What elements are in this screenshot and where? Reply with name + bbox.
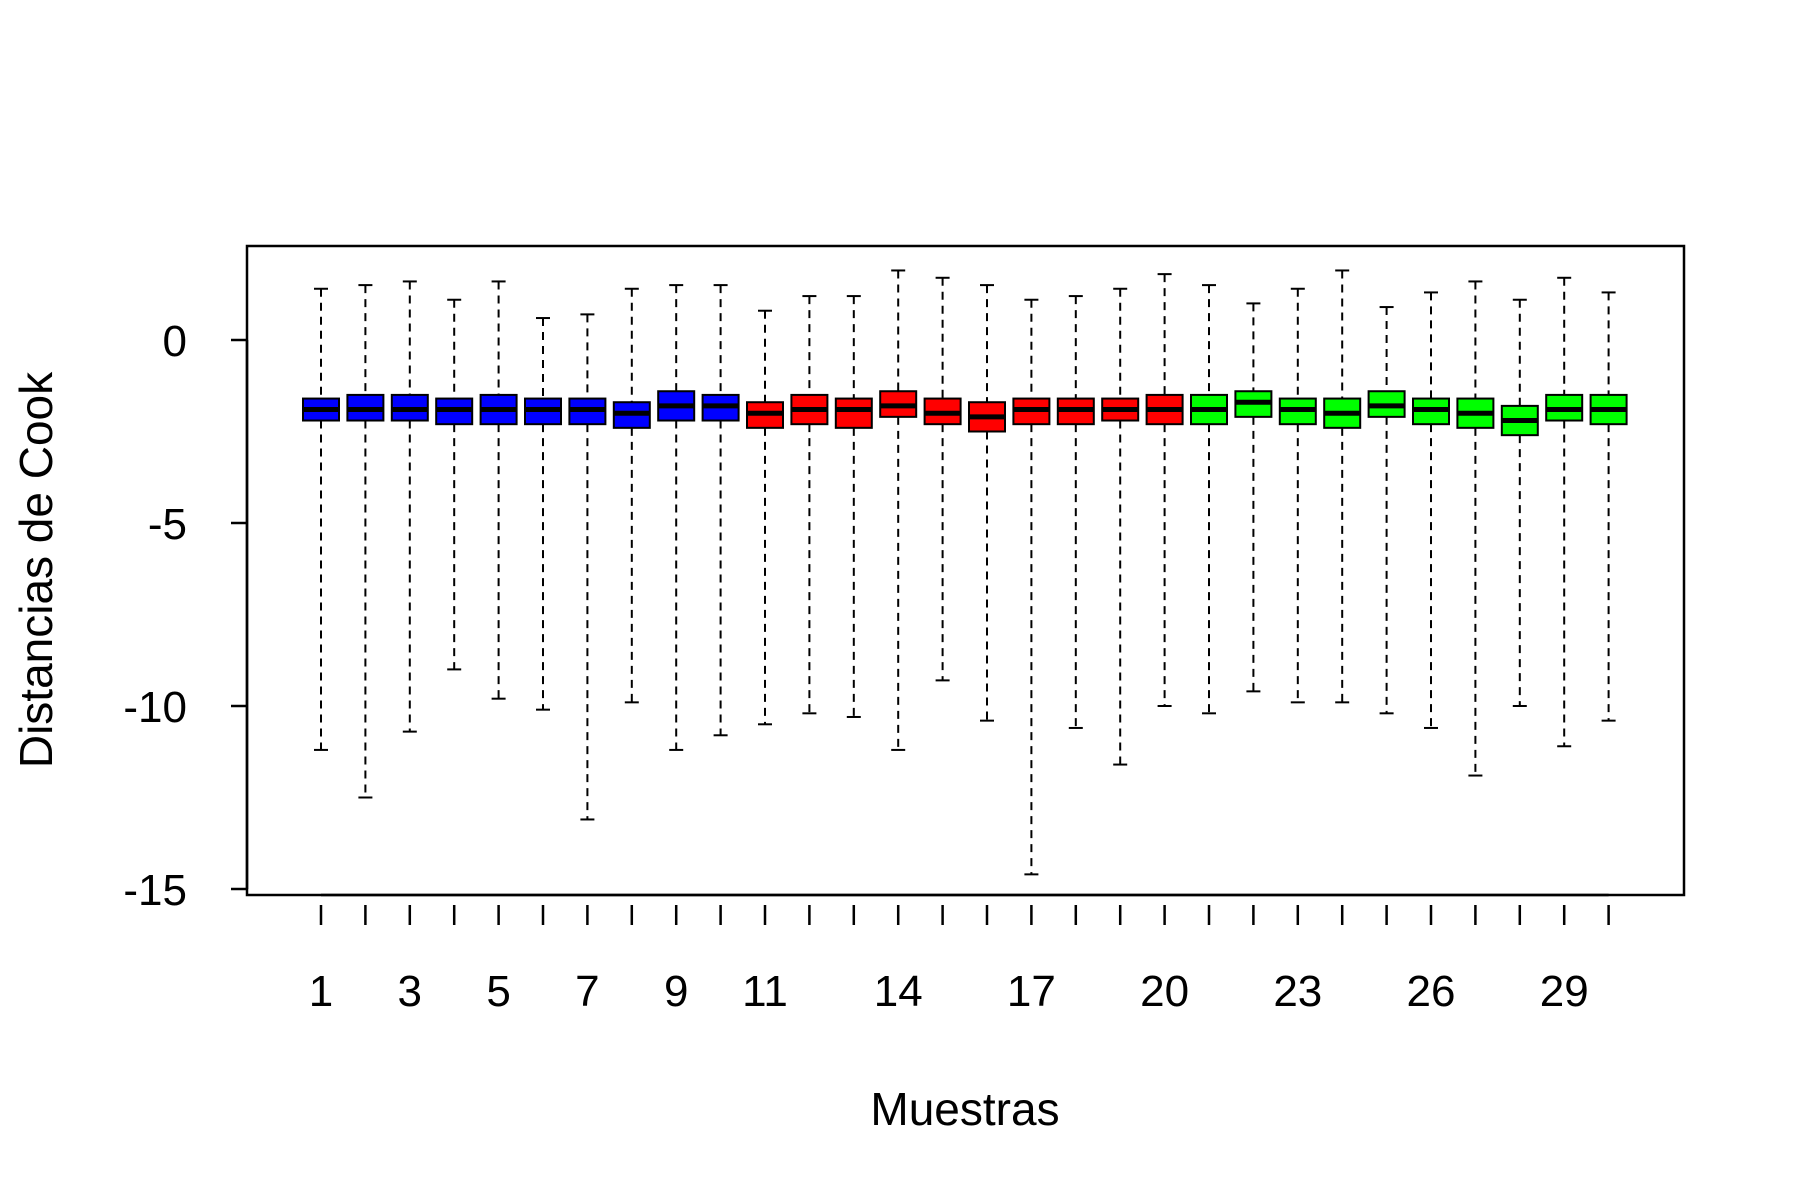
box-24 [1323,269,1362,704]
box-15 [923,276,962,682]
x-tick-label: 26 [1407,967,1456,1016]
box-6 [524,317,562,711]
box-23 [1278,287,1317,704]
y-tick-label: 0 [163,317,187,366]
y-axis: 0 -5 -10 -15 [123,317,249,915]
box-12 [790,295,829,715]
y-tick-label: -5 [148,500,187,549]
y-tick-label: -10 [123,683,187,732]
x-tick-label: 9 [664,967,688,1016]
box-17 [1012,298,1051,876]
x-tick-label: 17 [1007,967,1056,1016]
x-tick-label: 11 [742,967,788,1016]
box-18 [1056,295,1095,729]
box-10 [701,284,740,737]
x-tick-label: 7 [575,967,599,1016]
box-25 [1367,306,1406,715]
box-13 [834,295,873,718]
box-26 [1412,291,1450,729]
box-11 [746,309,784,726]
box-16 [968,284,1006,722]
box-14 [879,269,918,751]
box-2 [346,284,385,799]
x-axis-label: Muestras [870,1083,1059,1135]
box-20 [1145,273,1184,707]
plot-frame [245,244,1686,897]
box-7 [568,313,607,821]
box-22 [1234,302,1273,693]
box-body [834,397,873,429]
x-tick-label: 23 [1273,967,1322,1016]
box-1 [302,287,340,751]
x-tick-label: 1 [309,967,333,1016]
box-3 [390,280,429,733]
box-8 [612,287,651,704]
box-21 [1190,284,1228,715]
box-4 [435,298,474,671]
x-tick-label: 3 [398,967,422,1016]
box-9 [657,284,696,751]
boxes-layer [302,269,1628,876]
x-tick-label: 20 [1140,967,1189,1016]
box-29 [1545,276,1584,748]
x-tick-label: 29 [1540,967,1589,1016]
box-5 [479,280,518,700]
y-axis-label: Distancias de Cook [10,371,62,768]
x-tick-label: 14 [874,967,923,1016]
box-30 [1589,291,1628,722]
box-28 [1500,298,1539,707]
x-tick-label: 5 [486,967,510,1016]
box-27 [1456,280,1495,777]
y-tick-label: -15 [123,866,187,915]
box-19 [1101,287,1140,766]
x-axis: 1 3 5 7 9 11 14 17 20 23 26 29 [309,893,1610,1016]
